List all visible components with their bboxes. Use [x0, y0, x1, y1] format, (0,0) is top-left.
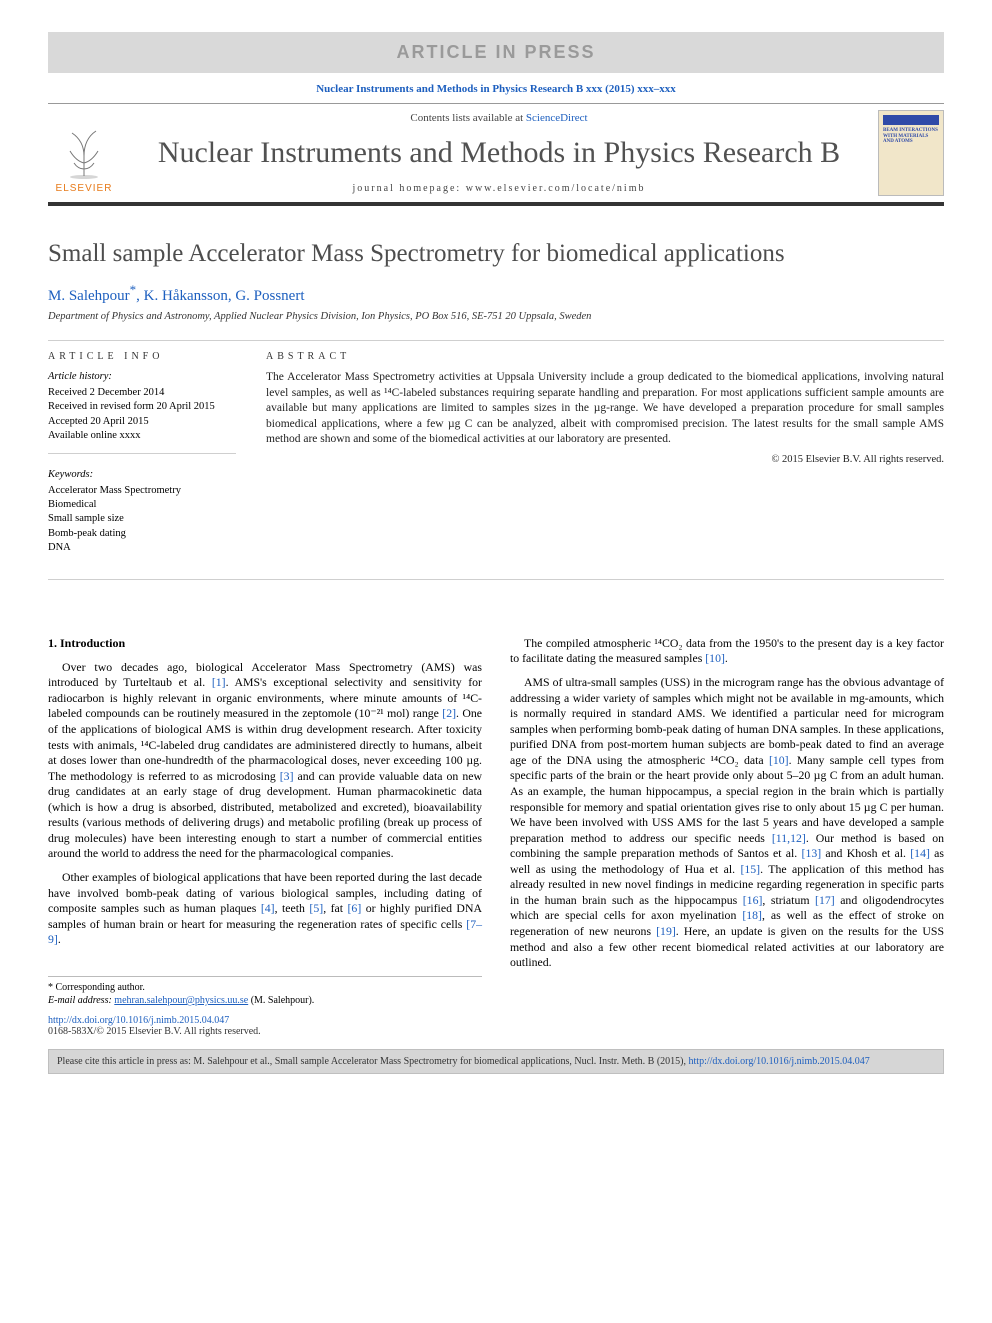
top-citation: Nuclear Instruments and Methods in Physi… — [48, 83, 944, 95]
ref-4[interactable]: [4] — [261, 901, 275, 915]
ref-15[interactable]: [15] — [740, 862, 760, 876]
text-run: , teeth — [275, 901, 310, 915]
email-suffix: (M. Salehpour). — [248, 995, 314, 1006]
author-rest[interactable]: , K. Håkansson, G. Possnert — [136, 288, 304, 304]
publisher-logo: ELSEVIER — [48, 110, 120, 196]
cover-caption: BEAM INTERACTIONS WITH MATERIALS AND ATO… — [883, 128, 939, 145]
ref-17[interactable]: [17] — [815, 893, 835, 907]
cite-footer-doi-link[interactable]: http://dx.doi.org/10.1016/j.nimb.2015.04… — [689, 1056, 870, 1067]
homepage-url: www.elsevier.com/locate/nimb — [466, 183, 646, 194]
section-1-heading: 1. Introduction — [48, 636, 482, 652]
intro-para-2: Other examples of biological application… — [48, 870, 482, 948]
body-two-column: 1. Introduction Over two decades ago, bi… — [48, 636, 944, 1007]
abstract-column: ABSTRACT The Accelerator Mass Spectromet… — [248, 341, 944, 579]
intro-para-1: Over two decades ago, biological Acceler… — [48, 660, 482, 862]
journal-cover-thumbnail: BEAM INTERACTIONS WITH MATERIALS AND ATO… — [878, 110, 944, 196]
body-column-right: The compiled atmospheric ¹⁴CO₂ data from… — [510, 636, 944, 1007]
ref-18[interactable]: [18] — [742, 908, 762, 922]
elsevier-tree-icon — [54, 121, 114, 181]
ref-11-12[interactable]: [11,12] — [772, 831, 806, 845]
history-received: Received 2 December 2014 — [48, 386, 236, 400]
publisher-name: ELSEVIER — [56, 183, 113, 194]
doi-link[interactable]: http://dx.doi.org/10.1016/j.nimb.2015.04… — [48, 1015, 229, 1026]
keyword-3: Small sample size — [48, 512, 236, 526]
ref-10b[interactable]: [10] — [769, 753, 789, 767]
keyword-4: Bomb-peak dating — [48, 527, 236, 541]
ref-16[interactable]: [16] — [743, 893, 763, 907]
abstract-heading: ABSTRACT — [266, 351, 944, 362]
article-in-press-banner: ARTICLE IN PRESS — [48, 32, 944, 73]
keywords-label: Keywords: — [48, 468, 236, 482]
ref-13[interactable]: [13] — [802, 846, 822, 860]
col2-para-1: The compiled atmospheric ¹⁴CO₂ data from… — [510, 636, 944, 667]
contents-prefix: Contents lists available at — [410, 112, 525, 124]
article-info-column: ARTICLE INFO Article history: Received 2… — [48, 341, 248, 579]
ref-19[interactable]: [19] — [656, 924, 676, 938]
affiliation: Department of Physics and Astronomy, App… — [48, 311, 944, 322]
article-history-block: Article history: Received 2 December 201… — [48, 370, 236, 454]
text-run: . — [725, 651, 728, 665]
text-run: and Khosh et al. — [821, 846, 910, 860]
homepage-prefix: journal homepage: — [353, 183, 466, 194]
article-title: Small sample Accelerator Mass Spectromet… — [48, 240, 944, 268]
keyword-5: DNA — [48, 541, 236, 555]
text-run: . — [58, 932, 61, 946]
abstract-text: The Accelerator Mass Spectrometry activi… — [266, 370, 944, 448]
journal-title: Nuclear Instruments and Methods in Physi… — [130, 136, 868, 170]
article-info-heading: ARTICLE INFO — [48, 351, 236, 362]
keyword-1: Accelerator Mass Spectrometry — [48, 484, 236, 498]
ref-10[interactable]: [10] — [705, 651, 725, 665]
email-label: E-mail address: — [48, 995, 114, 1006]
ref-2[interactable]: [2] — [442, 706, 456, 720]
text-run: , fat — [323, 901, 347, 915]
history-label: Article history: — [48, 370, 236, 384]
footer-links: http://dx.doi.org/10.1016/j.nimb.2015.04… — [48, 1015, 944, 1037]
article-meta-row: ARTICLE INFO Article history: Received 2… — [48, 340, 944, 580]
text-run: , striatum — [762, 893, 815, 907]
keyword-2: Biomedical — [48, 498, 236, 512]
contents-line: Contents lists available at ScienceDirec… — [130, 112, 868, 124]
history-online: Available online xxxx — [48, 429, 236, 443]
keywords-block: Keywords: Accelerator Mass Spectrometry … — [48, 468, 236, 555]
history-revised: Received in revised form 20 April 2015 — [48, 400, 236, 414]
ref-5[interactable]: [5] — [309, 901, 323, 915]
ref-3[interactable]: [3] — [280, 769, 294, 783]
ref-1[interactable]: [1] — [212, 675, 226, 689]
ref-6[interactable]: [6] — [348, 901, 362, 915]
history-accepted: Accepted 20 April 2015 — [48, 415, 236, 429]
ref-14[interactable]: [14] — [910, 846, 930, 860]
body-column-left: 1. Introduction Over two decades ago, bi… — [48, 636, 482, 1007]
col2-para-2: AMS of ultra-small samples (USS) in the … — [510, 675, 944, 971]
corresponding-author-block: * Corresponding author. E-mail address: … — [48, 976, 482, 1007]
cite-footer-text: Please cite this article in press as: M.… — [57, 1056, 689, 1067]
cite-footer-box: Please cite this article in press as: M.… — [48, 1049, 944, 1074]
abstract-copyright: © 2015 Elsevier B.V. All rights reserved… — [266, 454, 944, 465]
sciencedirect-link[interactable]: ScienceDirect — [526, 112, 588, 124]
corresponding-label: * Corresponding author. — [48, 981, 482, 994]
author-list: M. Salehpour*, K. Håkansson, G. Possnert — [48, 282, 944, 305]
author-1[interactable]: M. Salehpour — [48, 288, 130, 304]
issn-copyright: 0168-583X/© 2015 Elsevier B.V. All right… — [48, 1026, 261, 1037]
journal-masthead: ELSEVIER Contents lists available at Sci… — [48, 103, 944, 206]
journal-homepage-line: journal homepage: www.elsevier.com/locat… — [130, 183, 868, 194]
corresponding-email-link[interactable]: mehran.salehpour@physics.uu.se — [114, 995, 248, 1006]
